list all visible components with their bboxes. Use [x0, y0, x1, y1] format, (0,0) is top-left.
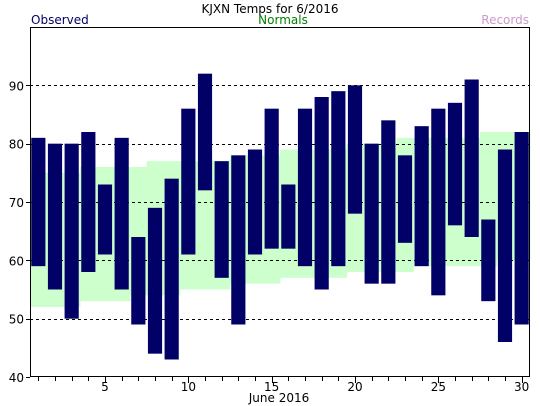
- legend-normals: Normals: [258, 13, 308, 27]
- observed-bar-day-17: [297, 108, 313, 267]
- observed-bar-day-24: [414, 126, 429, 267]
- observed-bar-day-16: [281, 184, 296, 249]
- x-tick-label-20: 20: [347, 380, 362, 394]
- x-tick-label-10: 10: [181, 380, 196, 394]
- y-tick-label-80: 80: [9, 138, 24, 152]
- y-tick-label-50: 50: [9, 313, 24, 327]
- x-tick-label-30: 30: [514, 380, 529, 394]
- observed-bar-day-13: [231, 155, 246, 325]
- normal-range-day-11: [196, 161, 214, 290]
- y-tick-label-40: 40: [9, 371, 24, 385]
- observed-bar-day-14: [247, 149, 263, 255]
- y-tick-label-70: 70: [9, 196, 24, 210]
- chart-title: KJXN Temps for 6/2016: [202, 2, 339, 16]
- plot-frame: [30, 27, 530, 377]
- observed-bar-day-10: [181, 108, 196, 255]
- observed-bar-day-7: [131, 237, 146, 325]
- observed-bar-day-11: [197, 73, 213, 191]
- observed-bar-day-2: [47, 143, 63, 290]
- observed-bar-day-27: [464, 79, 479, 237]
- observed-bar-day-28: [481, 219, 496, 302]
- observed-bar-day-9: [164, 178, 179, 360]
- observed-bar-day-5: [97, 184, 113, 255]
- x-axis-label: June 2016: [248, 391, 310, 405]
- observed-bar-day-6: [114, 137, 129, 290]
- observed-bar-day-19: [331, 91, 346, 267]
- observed-bar-day-1: [31, 137, 46, 267]
- x-tick-label-5: 5: [101, 380, 109, 394]
- observed-bar-day-21: [364, 143, 379, 284]
- observed-bars: [31, 73, 529, 360]
- legend-records: Records: [481, 13, 529, 27]
- observed-bar-day-3: [64, 143, 79, 319]
- y-tick-label-60: 60: [9, 254, 24, 268]
- observed-bar-day-12: [214, 161, 229, 278]
- gridlines: [30, 85, 530, 320]
- observed-bar-day-25: [431, 108, 446, 296]
- legend-observed: Observed: [31, 13, 89, 27]
- observed-bar-day-8: [147, 207, 163, 354]
- observed-bar-day-22: [381, 120, 396, 284]
- observed-bar-day-18: [314, 97, 329, 290]
- observed-bar-day-26: [447, 102, 463, 226]
- observed-bar-day-30: [514, 132, 529, 325]
- observed-bar-day-29: [497, 149, 513, 342]
- x-tick-label-25: 25: [431, 380, 446, 394]
- observed-bar-day-20: [347, 85, 363, 214]
- observed-bar-day-23: [397, 155, 413, 243]
- axes: 5 10 15 20 25 30 40 50 60 70 80 90: [9, 79, 530, 394]
- observed-bar-day-4: [81, 132, 96, 272]
- x-tick-label-15: 15: [264, 380, 279, 394]
- observed-bar-day-15: [264, 108, 279, 249]
- y-tick-label-90: 90: [9, 79, 24, 93]
